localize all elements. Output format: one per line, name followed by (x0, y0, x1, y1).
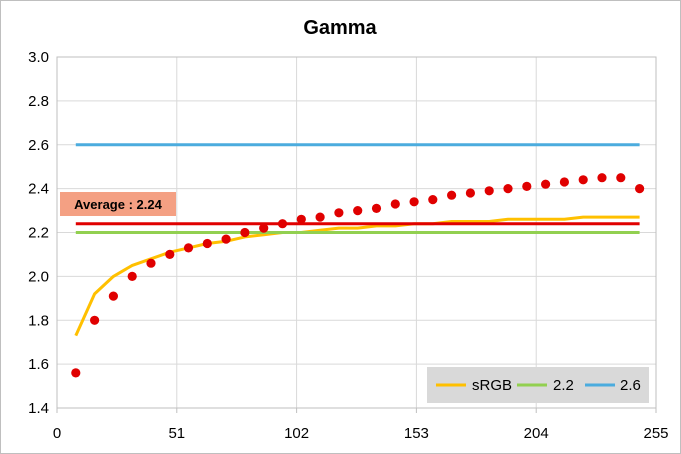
measured-gamma-point (202, 238, 212, 249)
legend-label-2-2: 2.2 (553, 377, 574, 394)
measured-gamma-point (465, 188, 475, 198)
legend: sRGB 2.2 2.6 (427, 367, 649, 403)
x-axis-ticks: 0 51 102 153 204 255 (53, 408, 669, 442)
measured-gamma-point (183, 243, 194, 253)
measured-gamma-point (503, 184, 513, 194)
measured-gamma-point (409, 197, 419, 207)
measured-gamma-point (597, 173, 607, 183)
measured-gamma-point (371, 203, 382, 213)
measured-gamma-point (146, 258, 156, 268)
x-tick-label: 255 (643, 425, 668, 442)
measured-gamma-point (353, 206, 363, 216)
chart-title: Gamma (303, 17, 377, 39)
measured-gamma-point (559, 177, 570, 187)
measured-gamma-point (90, 315, 100, 325)
x-tick-label: 51 (168, 425, 185, 442)
plot-border (56, 56, 657, 409)
measured-gamma-point (428, 195, 438, 205)
y-tick-label: 2.2 (28, 225, 49, 242)
measured-gamma-point (390, 199, 400, 209)
measured-gamma-point (240, 227, 250, 238)
measured-gamma-point (296, 214, 306, 224)
legend-label-srgb: sRGB (472, 377, 512, 394)
measured-gamma-point (127, 271, 137, 281)
y-tick-label: 3.0 (28, 49, 49, 66)
measured-gamma-point (221, 234, 231, 244)
y-tick-label: 2.6 (28, 137, 49, 154)
measured-gamma-point (108, 291, 118, 301)
x-tick-label: 153 (404, 425, 429, 442)
y-tick-label: 1.4 (28, 400, 49, 417)
y-tick-label: 1.8 (28, 312, 49, 329)
measured-gamma-point (334, 208, 344, 218)
y-axis-ticks: 1.4 1.6 1.8 2.0 2.2 2.4 2.6 2.8 3.0 (28, 49, 49, 417)
average-annotation-label: Average : 2.24 (74, 197, 162, 212)
measured-gamma-point (635, 184, 645, 194)
measured-gamma-point (315, 212, 325, 222)
y-tick-label: 2.4 (28, 181, 49, 198)
x-tick-label: 204 (524, 425, 549, 442)
average-annotation-box (60, 192, 176, 216)
plot-area-border (56, 56, 657, 409)
measured-gamma-point (259, 223, 269, 233)
x-tick-label: 0 (53, 425, 61, 442)
measured-gamma-point (522, 181, 532, 191)
y-tick-label: 2.8 (28, 93, 49, 110)
measured-gamma-point (578, 175, 588, 185)
y-tick-label: 2.0 (28, 268, 49, 285)
measured-gamma-point (616, 173, 626, 183)
measured-gamma-point (447, 190, 457, 200)
measured-gamma-point (541, 179, 551, 189)
measured-gamma-point (277, 219, 288, 229)
average-annotation: Average : 2.24 (60, 192, 176, 216)
series-layer (71, 143, 645, 378)
y-tick-label: 1.6 (28, 356, 49, 373)
measured-gamma-point (71, 368, 81, 378)
measured-gamma-point (484, 186, 494, 196)
measured-gamma-point (165, 249, 175, 259)
legend-label-2-6: 2.6 (620, 377, 641, 394)
x-tick-label: 102 (284, 425, 309, 442)
